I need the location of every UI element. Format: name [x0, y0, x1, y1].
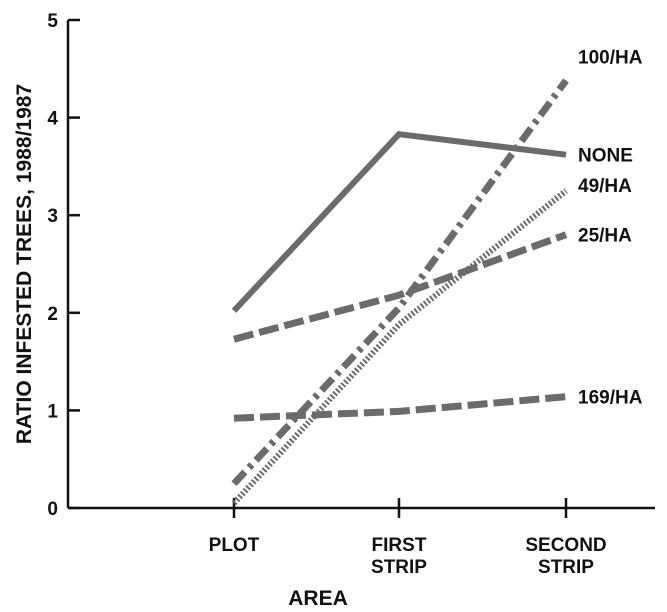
y-tick-label: 3 — [47, 206, 58, 227]
series-line-100-ha — [231, 78, 569, 486]
series-label-25-ha: 25/HA — [578, 226, 632, 247]
x-category-label-first-strip: STRIP — [371, 557, 427, 578]
series-line-169-ha — [233, 393, 567, 422]
y-tick-label: 0 — [47, 499, 58, 520]
x-category-label-second-strip: STRIP — [538, 557, 594, 578]
x-category-label-plot: PLOT — [209, 535, 260, 556]
y-axis-ticks: 0 1 2 3 4 5 — [47, 11, 80, 520]
series-line-49-ha — [231, 188, 568, 506]
chart-axes — [66, 20, 655, 510]
y-axis-title: RATIO INFESTED TREES, 1988/1987 — [13, 84, 36, 444]
y-tick-label: 1 — [47, 401, 58, 422]
series-label-none: NONE — [578, 146, 633, 167]
y-tick-label: 4 — [47, 109, 58, 130]
series-label-49-ha: 49/HA — [578, 176, 632, 197]
y-tick-label: 5 — [47, 11, 58, 32]
y-tick-label: 2 — [47, 304, 58, 325]
series-labels: NONE 100/HA 49/HA 25/HA 169/HA — [578, 48, 643, 409]
series-label-169-ha: 169/HA — [578, 388, 643, 409]
series-line-25-ha — [233, 231, 568, 343]
series-line-none — [231, 131, 567, 313]
x-category-label-first-strip: FIRST — [372, 535, 427, 556]
x-axis-title: AREA — [288, 587, 348, 610]
x-category-label-second-strip: SECOND — [525, 535, 606, 556]
series-label-100-ha: 100/HA — [578, 48, 643, 69]
series-lines — [231, 78, 569, 506]
